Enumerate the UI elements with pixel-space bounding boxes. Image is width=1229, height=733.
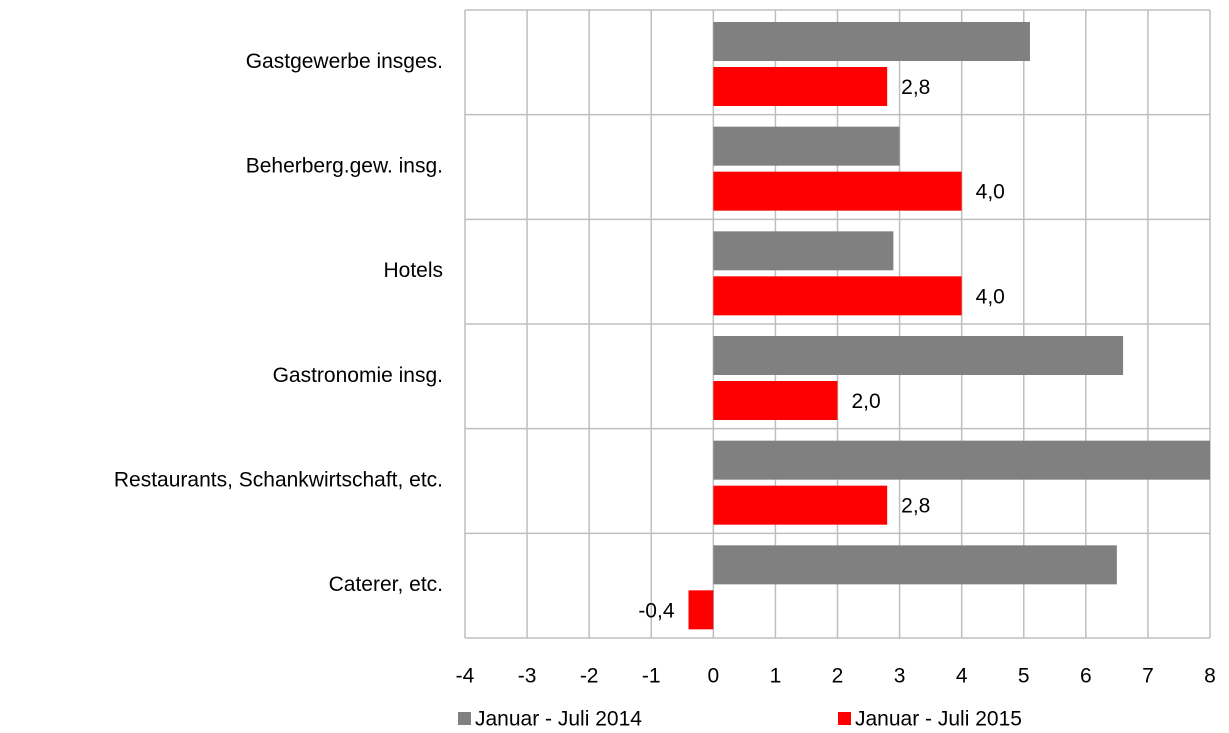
x-tick-label: 0 [707,665,719,688]
legend-swatch [458,712,471,725]
x-tick-label: 2 [832,665,844,688]
data-label: 2,8 [901,495,930,518]
category-label: Restaurants, Schankwirtschaft, etc. [114,469,443,492]
x-tick-label: -3 [518,665,537,688]
category-label: Beherberg.gew. insg. [246,155,443,178]
x-tick-label: 8 [1204,665,1216,688]
x-tick-label: -1 [642,665,661,688]
x-tick-label: 4 [956,665,968,688]
x-tick-label: 3 [894,665,906,688]
bar [713,381,838,420]
x-tick-label: 7 [1142,665,1154,688]
bar [713,126,900,166]
data-label: 2,8 [901,76,930,99]
bar [713,22,1030,61]
legend-label: Januar - Juli 2014 [475,708,642,731]
data-label: -0,4 [638,599,675,622]
bar [713,231,894,271]
bar [713,545,1117,585]
bar [713,336,1124,375]
category-label: Gastronomie insg. [273,364,443,387]
category-label: Gastgewerbe insges. [246,50,443,73]
bar [713,485,888,525]
x-tick-label: 5 [1018,665,1030,688]
bar [713,67,888,106]
data-label: 4,0 [976,181,1005,204]
x-tick-label: 1 [770,665,782,688]
bar [713,276,962,316]
x-tick-label: -2 [580,665,599,688]
category-label: Hotels [383,259,443,282]
bar [713,440,1210,480]
category-label: Caterer, etc. [329,573,443,596]
bar [713,171,962,211]
data-label: 2,0 [852,390,881,413]
bar [688,590,714,630]
x-tick-label: -4 [456,665,475,688]
legend-label: Januar - Juli 2015 [855,708,1022,731]
x-tick-label: 6 [1080,665,1092,688]
data-label: 4,0 [976,285,1005,308]
legend-swatch [838,712,851,725]
